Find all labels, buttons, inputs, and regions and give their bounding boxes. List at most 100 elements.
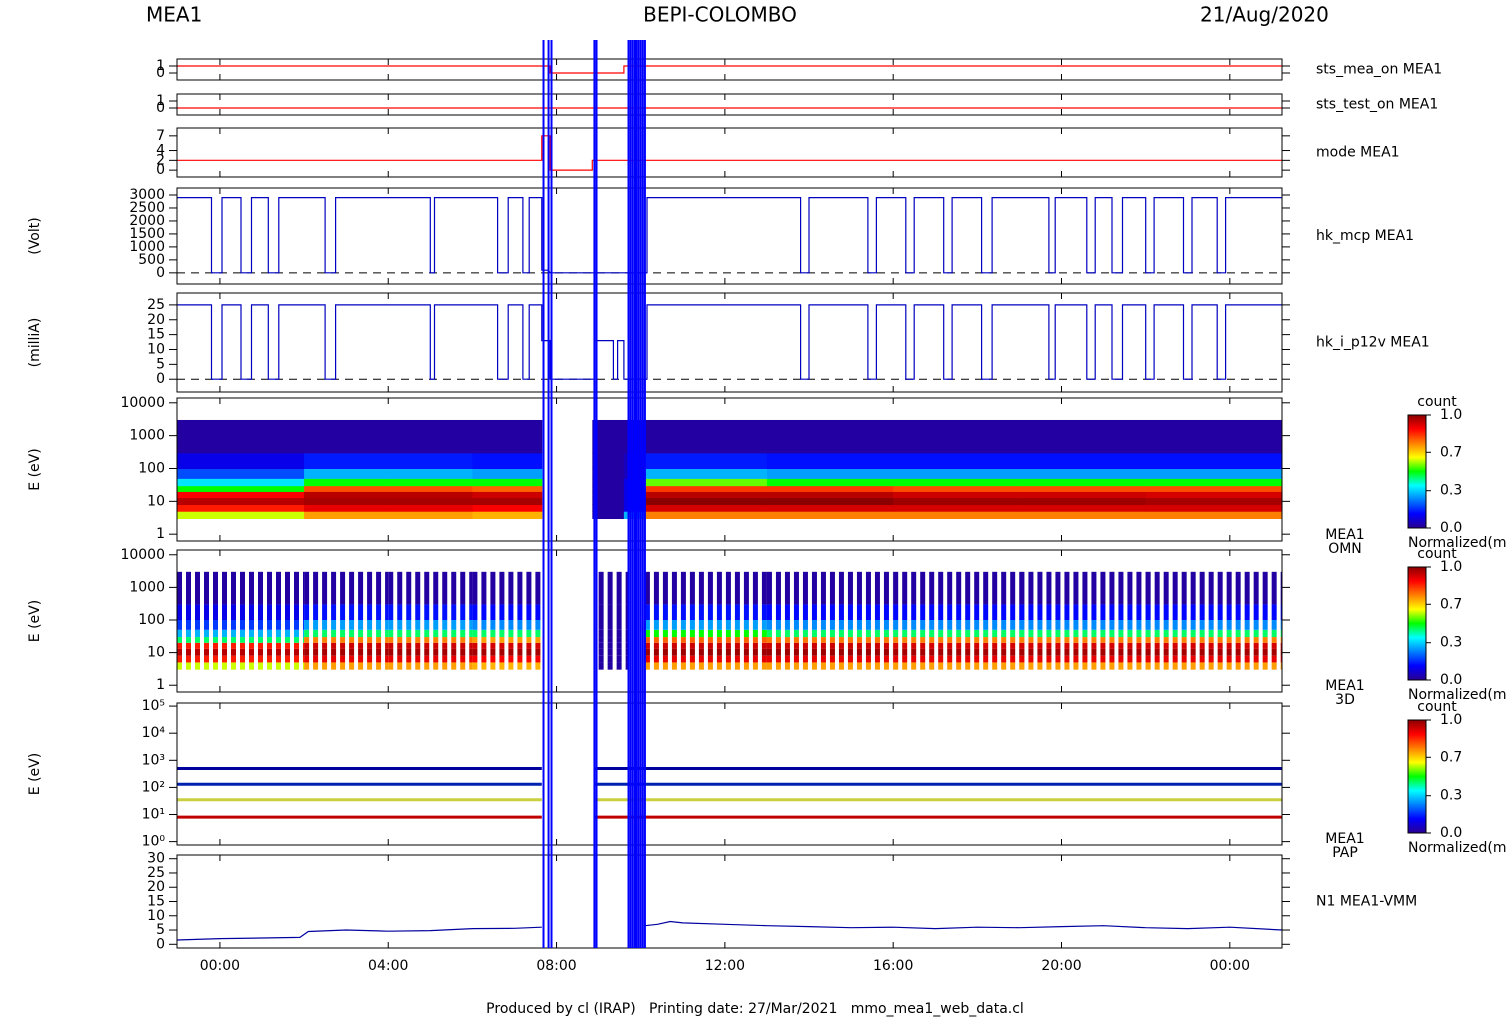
heat-cell xyxy=(1055,571,1061,605)
heat-cell xyxy=(893,629,899,638)
panel-label: MEA1 xyxy=(1325,678,1364,694)
heat-cell xyxy=(793,571,799,605)
heat-cell xyxy=(1046,619,1052,630)
heat-cell xyxy=(929,604,935,620)
heat-cell xyxy=(481,648,487,656)
heat-cell xyxy=(725,648,731,656)
heat-cell xyxy=(240,642,245,649)
heat-cell xyxy=(680,571,686,605)
heat-cell xyxy=(1190,604,1196,620)
heat-cell xyxy=(304,648,310,656)
heat-cell xyxy=(725,604,731,620)
heat-cell xyxy=(313,642,319,649)
data-line xyxy=(176,926,542,941)
heat-cell xyxy=(433,629,439,638)
heat-cell xyxy=(775,662,781,670)
heat-cell xyxy=(231,604,236,620)
heat-cell xyxy=(1208,604,1214,620)
heat-cell xyxy=(766,478,894,487)
heat-cell xyxy=(406,571,412,605)
heat-cell xyxy=(766,655,772,663)
heat-cell xyxy=(472,619,478,630)
heat-cell xyxy=(240,637,245,643)
heat-cell xyxy=(1010,571,1016,605)
heat-cell xyxy=(213,662,218,670)
heat-cell xyxy=(481,662,487,670)
heat-cell xyxy=(983,637,989,643)
heat-cell xyxy=(322,571,328,605)
heat-cell xyxy=(698,655,704,663)
heat-cell xyxy=(331,629,337,638)
heat-cell xyxy=(734,655,740,663)
heat-cell xyxy=(716,655,722,663)
heat-cell xyxy=(388,662,394,670)
heat-cell xyxy=(1091,604,1097,620)
heat-cell xyxy=(1244,604,1250,620)
heat-cell xyxy=(1190,655,1196,663)
heat-cell xyxy=(177,419,305,454)
heat-cell xyxy=(1226,655,1232,663)
heat-cell xyxy=(460,648,466,656)
heat-cell xyxy=(811,642,817,649)
heat-cell xyxy=(1145,655,1151,663)
heat-cell xyxy=(526,642,532,649)
heat-cell xyxy=(451,637,457,643)
heat-cell xyxy=(1271,655,1277,663)
heat-cell xyxy=(1145,648,1151,656)
heat-cell xyxy=(451,571,457,605)
heat-cell xyxy=(947,629,953,638)
heat-cell xyxy=(1019,662,1025,670)
heat-cell xyxy=(294,619,299,630)
colorbar-tick-label: 0.0 xyxy=(1440,672,1462,688)
heat-cell xyxy=(204,629,209,638)
heat-cell xyxy=(625,571,629,605)
heat-cell xyxy=(177,629,182,638)
heat-cell xyxy=(644,637,650,643)
heat-cell xyxy=(1226,571,1232,605)
heat-cell xyxy=(1145,497,1283,506)
heat-cell xyxy=(469,629,473,638)
heat-cell xyxy=(1100,655,1106,663)
heat-cell xyxy=(331,662,337,670)
heat-cell xyxy=(517,629,523,638)
heat-cell xyxy=(294,604,299,620)
heat-cell xyxy=(177,452,305,469)
heat-cell xyxy=(893,497,1020,506)
colorbar-tick-label: 1.0 xyxy=(1440,559,1462,575)
heat-cell xyxy=(707,648,713,656)
heat-cell xyxy=(415,637,421,643)
heat-cell xyxy=(956,637,962,643)
heat-cell xyxy=(734,637,740,643)
heat-cell xyxy=(893,655,899,663)
heat-cell xyxy=(1127,571,1133,605)
heat-cell xyxy=(1235,604,1241,620)
heat-cell xyxy=(607,662,613,670)
x-tick-label: 08:00 xyxy=(536,958,576,974)
heat-cell xyxy=(766,419,894,454)
heat-cell xyxy=(388,419,473,454)
y-tick-label: 15 xyxy=(147,327,165,343)
heat-cell xyxy=(1199,642,1205,649)
heat-cell xyxy=(204,655,209,663)
heat-cell xyxy=(1163,604,1169,620)
heat-cell xyxy=(689,604,695,620)
heat-cell xyxy=(442,642,448,649)
heat-cell xyxy=(1082,637,1088,643)
y-tick-label: 5 xyxy=(156,922,165,938)
heat-cell xyxy=(592,419,625,454)
heat-cell xyxy=(598,619,604,630)
heat-cell xyxy=(1271,619,1277,630)
heat-cell xyxy=(1244,655,1250,663)
heat-cell xyxy=(992,662,998,670)
heat-cell xyxy=(397,604,403,620)
heat-cell xyxy=(743,648,749,656)
heat-cell xyxy=(653,629,659,638)
heat-cell xyxy=(847,604,853,620)
heat-cell xyxy=(707,571,713,605)
heat-cell xyxy=(707,604,713,620)
heat-cell xyxy=(469,604,473,620)
heat-cell xyxy=(929,571,935,605)
heat-cell xyxy=(195,662,200,670)
heat-cell xyxy=(1271,642,1277,649)
heat-cell xyxy=(526,629,532,638)
